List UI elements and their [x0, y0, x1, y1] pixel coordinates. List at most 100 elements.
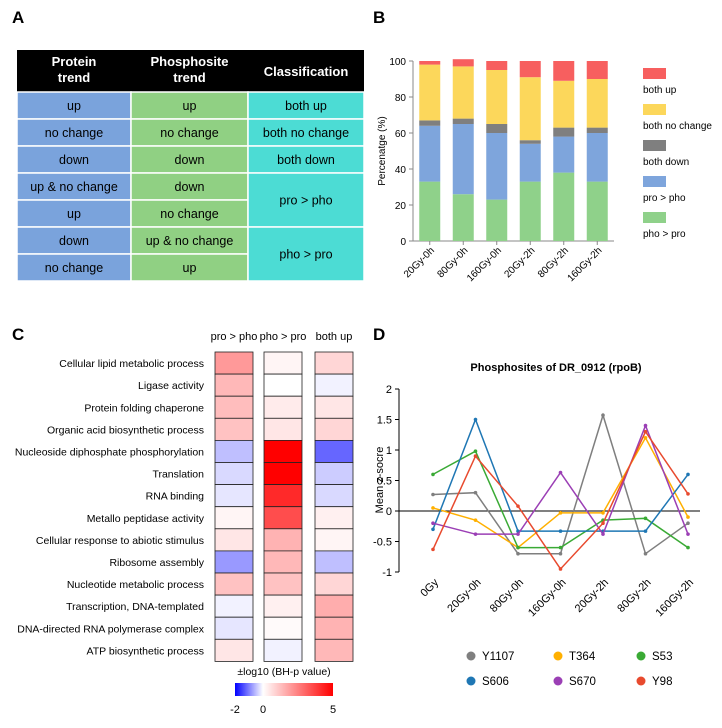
- data-point: [686, 515, 690, 519]
- bar-segment: [419, 120, 441, 126]
- bar-segment: [586, 127, 608, 133]
- table-header-label: trend: [173, 70, 206, 85]
- panel-c-heatmap: pro > pho pho > pro both up Cellular lipid …: [15, 331, 354, 716]
- table-header-cell: [131, 50, 248, 92]
- heatmap-cell: [314, 638, 354, 662]
- x-tick-label: 20Gy-2h: [573, 577, 611, 615]
- protein-trend-value: no change: [45, 126, 103, 140]
- y-tick-label: 1.5: [377, 415, 392, 427]
- heatmap-row-label: RNA binding: [146, 491, 205, 503]
- heatmap-cell: [263, 506, 303, 530]
- heatmap-cell: [263, 439, 303, 463]
- data-point: [686, 472, 690, 477]
- legend-swatch: [643, 104, 666, 115]
- classification-value: pho > pro: [279, 248, 332, 262]
- heatmap-column-label: both up: [316, 331, 353, 343]
- colorbar-tick-label: 0: [260, 704, 266, 716]
- heatmap-cell: [263, 395, 303, 419]
- colorbar: [235, 683, 333, 696]
- y-tick-label: 0: [386, 506, 392, 518]
- data-point: [431, 472, 435, 477]
- bar-segment: [452, 59, 474, 67]
- heatmap-cell: [214, 638, 254, 662]
- legend-label: Y98: [652, 676, 672, 688]
- heatmap-cell: [314, 550, 354, 574]
- bar-segment: [586, 181, 608, 241]
- protein-trend-cell: [16, 199, 132, 228]
- heatmap-cell: [314, 594, 354, 618]
- protein-trend-value: up: [67, 99, 81, 113]
- data-point: [686, 492, 690, 496]
- classification-cell: [247, 172, 365, 228]
- y-axis-title: Mean z-socre: [374, 447, 386, 514]
- data-point: [601, 511, 605, 515]
- heatmap-cell: [314, 439, 354, 463]
- data-point: [643, 516, 648, 521]
- phosphosite-trend-value: down: [175, 180, 205, 194]
- x-tick-label: 20Gy-2h: [502, 245, 537, 280]
- data-point: [558, 545, 563, 550]
- classification-value: pro > pho: [279, 194, 332, 208]
- data-point: [473, 518, 478, 522]
- legend-marker: [466, 676, 476, 686]
- y-tick-label: 80: [395, 93, 407, 104]
- heatmap-row-label: Organic acid biosynthetic process: [47, 424, 204, 436]
- heatmap-cell: [263, 462, 303, 486]
- data-point: [643, 423, 648, 428]
- heatmap-cell: [214, 439, 254, 463]
- heatmap-row-label: Metallo peptidase activity: [87, 513, 205, 525]
- heatmap-row-label: Translation: [152, 469, 204, 481]
- heatmap-cell: [214, 550, 254, 574]
- panel-label-b: B: [373, 8, 385, 27]
- data-point: [473, 532, 478, 536]
- legend-label: Y1107: [482, 651, 514, 663]
- data-point: [558, 511, 563, 515]
- heatmap-cell: [214, 373, 254, 397]
- chart-title: Phosphosites of DR_0912 (rpoB): [470, 362, 641, 374]
- y-tick-label: 0: [400, 237, 406, 248]
- x-tick-label: 160Gy-0h: [465, 245, 504, 284]
- bar-segment: [586, 79, 608, 128]
- data-point: [643, 429, 648, 434]
- data-point: [431, 521, 435, 525]
- heatmap-cell: [314, 484, 354, 508]
- bar-segment: [519, 77, 541, 141]
- bar-segment: [486, 199, 508, 241]
- table-header-cell: [248, 50, 364, 92]
- heatmap-row-label: Nucleoside diphosphate phosphorylation: [15, 446, 204, 458]
- heatmap-row-label: DNA-directed RNA polymerase complex: [17, 623, 204, 635]
- y-tick-label: 1: [386, 445, 392, 457]
- y-tick-label: 0.5: [377, 476, 392, 488]
- bar-segment: [419, 181, 441, 241]
- colorbar-tick-label: -2: [230, 704, 240, 716]
- data-point: [473, 490, 478, 495]
- classification-value: both no change: [263, 126, 349, 140]
- heatmap-row-label: Protein folding chaperone: [84, 402, 204, 414]
- legend-label: pro > pho: [643, 193, 686, 204]
- table-header-label: Phosphosite: [150, 54, 228, 69]
- bar-segment: [519, 140, 541, 144]
- table-header-label: trend: [58, 70, 91, 85]
- heatmap-cell: [214, 395, 254, 419]
- bar-segment: [519, 143, 541, 182]
- data-point: [643, 551, 648, 556]
- protein-trend-value: up: [67, 207, 81, 221]
- legend-label: S53: [652, 651, 672, 663]
- colorbar-title: ±log10 (BH-p value): [237, 666, 330, 678]
- heatmap-cell: [214, 506, 254, 530]
- heatmap-cell: [314, 528, 354, 552]
- bar-segment: [553, 172, 575, 241]
- classification-value: both up: [285, 99, 327, 113]
- y-tick-label: -0.5: [373, 537, 392, 549]
- phosphosite-trend-value: up: [183, 261, 197, 275]
- protein-trend-cell: [16, 253, 132, 282]
- classification-value: both down: [277, 153, 335, 167]
- legend-swatch: [643, 68, 666, 79]
- heatmap-cell: [214, 572, 254, 596]
- bar-segment: [452, 118, 474, 124]
- data-point: [601, 521, 605, 525]
- bar-segment: [553, 80, 575, 128]
- legend-marker: [636, 676, 646, 686]
- bar-segment: [486, 70, 508, 124]
- legend-label: both up: [643, 85, 677, 96]
